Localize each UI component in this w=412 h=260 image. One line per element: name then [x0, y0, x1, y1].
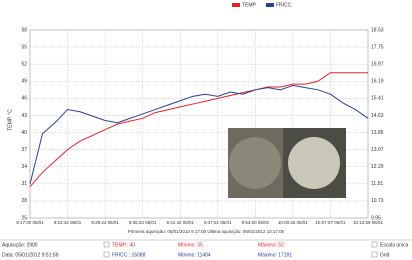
- temp-min: Mínimo: 35: [178, 242, 203, 248]
- y2-tick-label: 13.85: [371, 130, 384, 136]
- y2-tick-label: 15.41: [371, 96, 384, 102]
- legend-swatch: [232, 3, 240, 7]
- x-tick-label: 9:41:42 05/01: [166, 220, 194, 225]
- screen: TEMP. °C Primeira aquisição: 05/01/2012 …: [0, 0, 412, 260]
- y2-tick-label: 11.51: [371, 181, 383, 187]
- legend-label: TEMP.: [242, 2, 257, 8]
- temp-reading: TEMP.: 40: [112, 242, 135, 248]
- y-tick-label: 52: [21, 62, 27, 68]
- x-tick-label: 9:35:33 05/01: [129, 220, 157, 225]
- temp-max: Máximo: 52: [258, 242, 284, 248]
- x-tick-label: 9:54:00 05/01: [242, 220, 270, 225]
- y-tick-label: 46: [21, 96, 27, 102]
- single-scale: Escala única: [380, 242, 409, 248]
- y-tick-label: 49: [21, 79, 27, 85]
- page: {"chart_data": {"type": "line", "y_label…: [0, 0, 412, 260]
- x-tick-label: 10:13:59 05/01: [353, 220, 384, 225]
- y-tick-label: 31: [21, 181, 27, 187]
- date: Data: 05/01/2012 9:51:59: [2, 252, 59, 258]
- grid-toggle: Grid: [380, 252, 390, 258]
- y-tick-label: 40: [21, 130, 27, 136]
- x-tick-label: 9:17:00 05/01: [16, 220, 44, 225]
- legend-label: FRICC.: [276, 2, 293, 8]
- grid-checkbox[interactable]: [372, 252, 377, 257]
- y-tick-label: 55: [21, 44, 27, 50]
- y2-tick-label: 18.53: [371, 27, 384, 33]
- y2-tick-label: 13.07: [371, 147, 384, 153]
- single-scale-checkbox[interactable]: [372, 242, 377, 247]
- x-tick-label: 9:29:24 05/01: [91, 220, 119, 225]
- y-tick-label: 58: [21, 27, 27, 33]
- y-label: TEMP. °C: [7, 109, 13, 131]
- x-tick-label: 10:00:25 05/01: [278, 220, 309, 225]
- temp-checkbox[interactable]: [104, 242, 109, 247]
- y-tick-label: 34: [21, 164, 27, 170]
- x-tick-label: 9:23:16 05/01: [54, 220, 82, 225]
- acquisition: Aquisição: 2900: [2, 242, 38, 248]
- photo-inset: [228, 128, 346, 198]
- fricc-max: Máximo: 17191: [258, 252, 292, 258]
- y-tick-label: 28: [21, 198, 27, 204]
- y2-tick-label: 17.75: [371, 44, 384, 50]
- y2-tick-label: 14.63: [371, 113, 384, 119]
- y2-tick-label: 10.73: [371, 198, 384, 204]
- fricc-reading: FRICC.: 15088: [112, 252, 146, 258]
- y-tick-label: 37: [21, 147, 27, 153]
- y2-tick-label: 12.29: [371, 164, 384, 170]
- x-tick-label: 9:47:51 05/01: [204, 220, 232, 225]
- y2-tick-label: 16.97: [371, 62, 384, 68]
- x-tick-label: 10:07:07 05/01: [315, 220, 346, 225]
- y2-tick-label: 16.19: [371, 79, 384, 85]
- fricc-min: Mínimo: 11404: [178, 252, 211, 258]
- caption: Primeira aquisição: 05/01/2012 9:17:00 Ú…: [128, 228, 285, 234]
- fricc-checkbox[interactable]: [104, 252, 109, 257]
- legend-swatch: [266, 3, 274, 7]
- y-tick-label: 43: [21, 113, 27, 119]
